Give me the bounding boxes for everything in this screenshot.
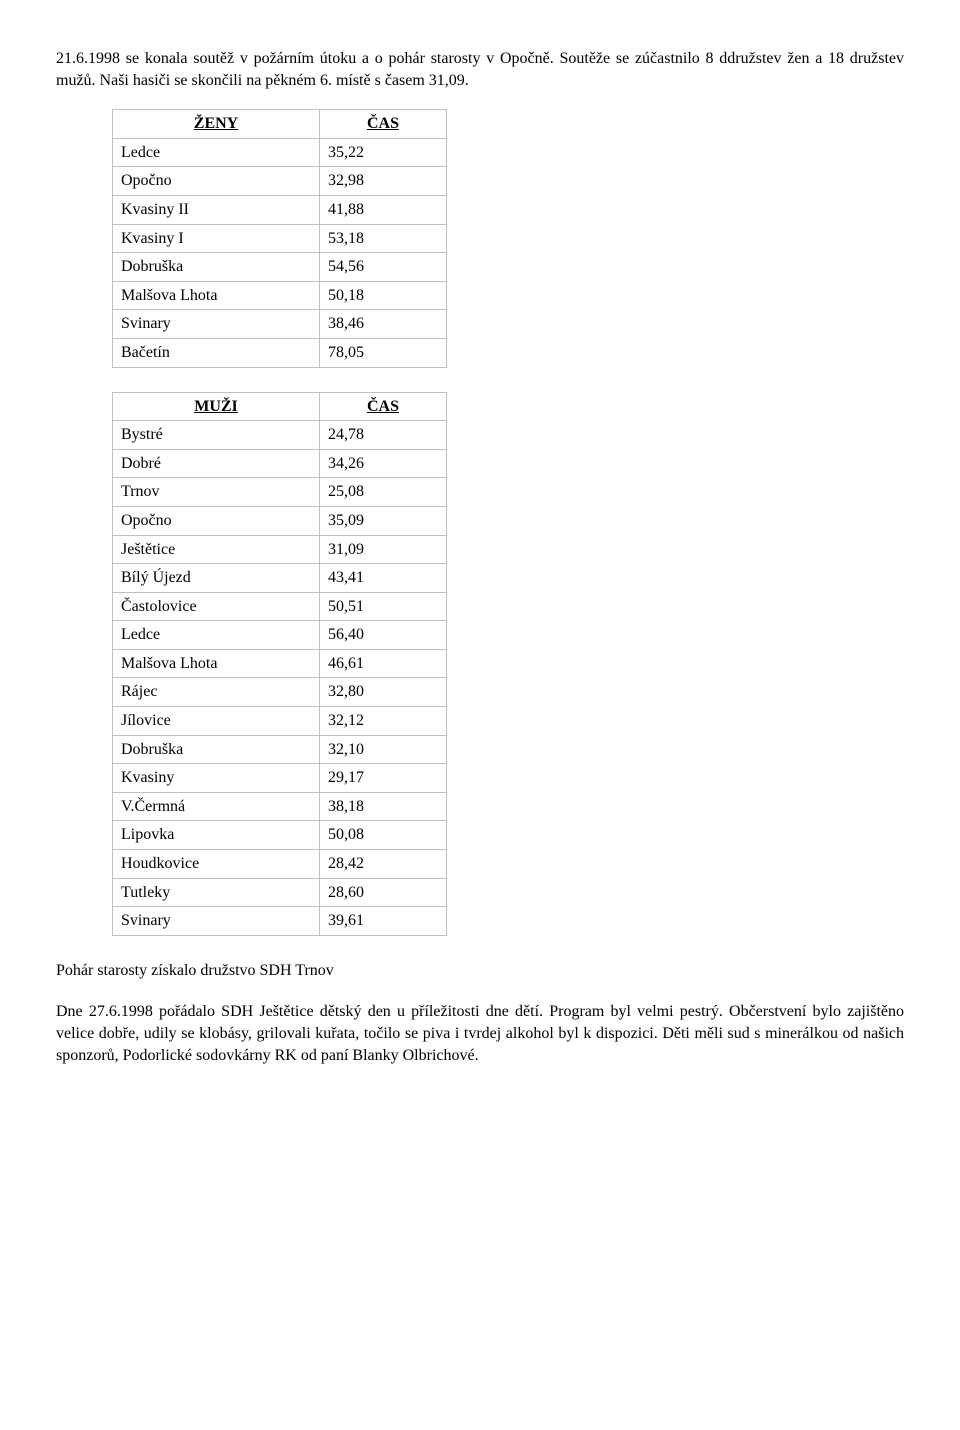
row-value: 38,46 <box>320 310 447 339</box>
table-header-row: ŽENY ČAS <box>113 110 447 139</box>
row-value: 34,26 <box>320 449 447 478</box>
row-value: 54,56 <box>320 253 447 282</box>
row-value: 56,40 <box>320 621 447 650</box>
row-name: Kvasiny II <box>113 195 320 224</box>
row-value: 24,78 <box>320 421 447 450</box>
table-row: Jílovice32,12 <box>113 707 447 736</box>
row-name: Tutleky <box>113 878 320 907</box>
row-name: Kvasiny I <box>113 224 320 253</box>
row-name: Ještětice <box>113 535 320 564</box>
row-value: 32,98 <box>320 167 447 196</box>
table-row: Dobruška54,56 <box>113 253 447 282</box>
women-header-right: ČAS <box>320 110 447 139</box>
row-name: Lipovka <box>113 821 320 850</box>
row-value: 50,51 <box>320 592 447 621</box>
row-value: 39,61 <box>320 907 447 936</box>
table-row: Dobruška32,10 <box>113 735 447 764</box>
table-row: Houdkovice28,42 <box>113 850 447 879</box>
men-header-left: MUŽI <box>113 392 320 421</box>
row-name: Trnov <box>113 478 320 507</box>
table-row: Opočno35,09 <box>113 506 447 535</box>
table-row: Malšova Lhota50,18 <box>113 281 447 310</box>
row-name: Dobruška <box>113 253 320 282</box>
row-name: Houdkovice <box>113 850 320 879</box>
row-name: Jílovice <box>113 707 320 736</box>
result-line: Pohár starosty získalo družstvo SDH Trno… <box>56 960 904 982</box>
table-row: Bačetín78,05 <box>113 338 447 367</box>
men-header-right: ČAS <box>320 392 447 421</box>
row-name: Dobruška <box>113 735 320 764</box>
row-name: Častolovice <box>113 592 320 621</box>
table-row: Ledce35,22 <box>113 138 447 167</box>
table-row: Lipovka50,08 <box>113 821 447 850</box>
table-row: Kvasiny29,17 <box>113 764 447 793</box>
row-value: 50,18 <box>320 281 447 310</box>
women-header-left: ŽENY <box>113 110 320 139</box>
row-value: 38,18 <box>320 792 447 821</box>
table-row: Dobré34,26 <box>113 449 447 478</box>
row-name: Bačetín <box>113 338 320 367</box>
closing-paragraph: Dne 27.6.1998 pořádalo SDH Ještětice dět… <box>56 1001 904 1066</box>
row-value: 32,10 <box>320 735 447 764</box>
row-name: Opočno <box>113 167 320 196</box>
women-table: ŽENY ČAS Ledce35,22Opočno32,98Kvasiny II… <box>112 109 447 367</box>
table-row: Opočno32,98 <box>113 167 447 196</box>
row-value: 25,08 <box>320 478 447 507</box>
table-row: Bystré24,78 <box>113 421 447 450</box>
table-header-row: MUŽI ČAS <box>113 392 447 421</box>
row-name: Malšova Lhota <box>113 649 320 678</box>
row-value: 53,18 <box>320 224 447 253</box>
row-value: 78,05 <box>320 338 447 367</box>
row-value: 31,09 <box>320 535 447 564</box>
table-row: Kvasiny II41,88 <box>113 195 447 224</box>
row-value: 50,08 <box>320 821 447 850</box>
row-value: 35,09 <box>320 506 447 535</box>
row-value: 28,60 <box>320 878 447 907</box>
table-row: Svinary38,46 <box>113 310 447 339</box>
row-name: Svinary <box>113 310 320 339</box>
row-value: 28,42 <box>320 850 447 879</box>
row-name: Svinary <box>113 907 320 936</box>
men-table: MUŽI ČAS Bystré24,78Dobré34,26Trnov25,08… <box>112 392 447 936</box>
row-name: Malšova Lhota <box>113 281 320 310</box>
table-row: Častolovice50,51 <box>113 592 447 621</box>
row-value: 29,17 <box>320 764 447 793</box>
row-name: Bystré <box>113 421 320 450</box>
row-value: 32,80 <box>320 678 447 707</box>
row-value: 46,61 <box>320 649 447 678</box>
row-name: Dobré <box>113 449 320 478</box>
table-row: Ještětice31,09 <box>113 535 447 564</box>
table-row: Tutleky28,60 <box>113 878 447 907</box>
table-row: Bílý Újezd43,41 <box>113 564 447 593</box>
row-name: Bílý Újezd <box>113 564 320 593</box>
row-name: Rájec <box>113 678 320 707</box>
table-row: Malšova Lhota46,61 <box>113 649 447 678</box>
intro-paragraph: 21.6.1998 se konala soutěž v požárním út… <box>56 48 904 91</box>
row-name: Opočno <box>113 506 320 535</box>
row-value: 41,88 <box>320 195 447 224</box>
table-row: Kvasiny I53,18 <box>113 224 447 253</box>
row-value: 35,22 <box>320 138 447 167</box>
row-value: 43,41 <box>320 564 447 593</box>
table-row: Trnov25,08 <box>113 478 447 507</box>
table-row: V.Čermná38,18 <box>113 792 447 821</box>
table-row: Ledce56,40 <box>113 621 447 650</box>
row-name: Kvasiny <box>113 764 320 793</box>
row-name: Ledce <box>113 621 320 650</box>
table-row: Svinary39,61 <box>113 907 447 936</box>
row-name: V.Čermná <box>113 792 320 821</box>
row-value: 32,12 <box>320 707 447 736</box>
row-name: Ledce <box>113 138 320 167</box>
table-row: Rájec32,80 <box>113 678 447 707</box>
